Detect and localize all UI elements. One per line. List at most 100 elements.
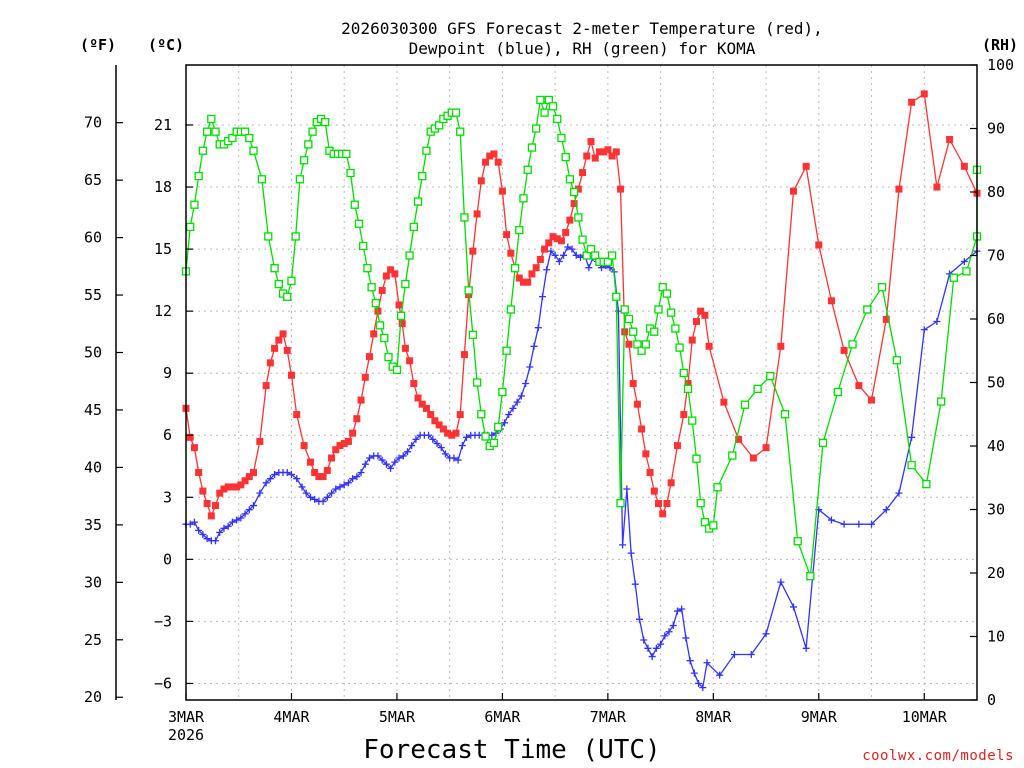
data-point	[629, 380, 637, 388]
data-point	[636, 615, 644, 623]
data-point	[353, 473, 361, 481]
data-point	[625, 340, 633, 348]
rh-tick-label: 80	[987, 183, 1005, 201]
data-point	[486, 152, 494, 160]
data-point	[566, 216, 574, 224]
data-point	[293, 475, 301, 483]
data-point	[308, 127, 317, 136]
data-point	[378, 456, 386, 464]
data-point	[802, 162, 810, 170]
data-point	[287, 276, 296, 286]
data-point	[323, 493, 331, 501]
data-point	[481, 432, 490, 441]
data-point	[659, 510, 667, 518]
data-point	[547, 247, 555, 255]
data-point	[578, 235, 587, 244]
data-point	[458, 442, 466, 450]
data-point	[642, 450, 650, 458]
data-point	[827, 516, 835, 524]
data-point	[299, 156, 309, 165]
data-point	[262, 479, 270, 487]
data-point	[933, 317, 941, 325]
data-point	[340, 440, 348, 448]
data-point	[827, 297, 835, 305]
data-point	[349, 429, 357, 437]
data-point	[450, 454, 458, 462]
data-point	[406, 357, 414, 365]
data-point	[435, 421, 443, 429]
x-tick-label: 3MAR	[168, 708, 205, 726]
data-point	[194, 171, 203, 181]
data-point	[256, 489, 264, 497]
data-point	[283, 292, 292, 301]
data-point	[315, 473, 323, 481]
data-point	[186, 222, 195, 232]
data-point	[270, 264, 279, 273]
x-tick-label: 7MAR	[590, 708, 627, 726]
data-point	[344, 479, 352, 487]
data-point	[531, 124, 541, 133]
data-point	[949, 273, 958, 282]
data-point	[249, 146, 258, 155]
data-point	[922, 479, 931, 489]
data-point	[506, 305, 515, 314]
data-point	[855, 382, 863, 390]
data-point	[464, 286, 473, 295]
data-point	[507, 249, 515, 257]
data-point	[762, 630, 770, 638]
data-point	[505, 411, 513, 419]
x-tick-label: 6MAR	[484, 708, 521, 726]
data-point	[641, 340, 650, 349]
data-point	[789, 187, 797, 195]
data-point	[565, 175, 575, 184]
rh-tick-label: 40	[987, 437, 1005, 455]
data-point	[604, 146, 612, 154]
fahrenheit-tick-label: 65	[84, 171, 102, 189]
data-point	[403, 448, 411, 456]
data-point	[361, 373, 369, 381]
data-point	[619, 541, 627, 549]
data-point	[728, 451, 737, 460]
data-point	[545, 239, 553, 247]
data-point	[700, 518, 710, 527]
x-axis-title: Forecast Time (UTC)	[363, 735, 660, 765]
data-point	[528, 270, 536, 278]
data-point	[713, 483, 722, 492]
data-point	[336, 442, 344, 450]
data-point	[452, 429, 460, 437]
data-point	[342, 149, 351, 159]
data-point	[405, 251, 414, 260]
data-point	[392, 365, 402, 374]
data-point	[633, 400, 641, 408]
data-point	[675, 343, 684, 352]
data-point	[562, 229, 570, 237]
data-point	[673, 607, 681, 615]
data-point	[344, 437, 352, 445]
data-point	[709, 521, 718, 530]
data-point	[249, 502, 257, 510]
grid-lines	[186, 65, 977, 700]
data-point	[541, 245, 549, 253]
data-point	[387, 464, 395, 472]
data-point	[490, 150, 498, 158]
data-point	[237, 481, 245, 489]
rh-tick-label: 0	[987, 691, 996, 709]
data-point	[730, 650, 738, 658]
data-point	[703, 659, 711, 667]
data-point	[391, 458, 399, 466]
data-point	[591, 154, 599, 162]
data-point	[669, 622, 677, 630]
data-point	[186, 433, 194, 441]
data-point	[279, 330, 287, 338]
data-point	[561, 152, 570, 162]
data-point	[195, 526, 203, 534]
data-point	[319, 473, 327, 481]
data-point	[224, 483, 232, 491]
data-point	[553, 114, 562, 124]
data-point	[429, 435, 437, 443]
data-point	[283, 346, 291, 354]
data-point	[422, 146, 431, 155]
data-point	[287, 371, 295, 379]
data-point	[686, 657, 694, 665]
